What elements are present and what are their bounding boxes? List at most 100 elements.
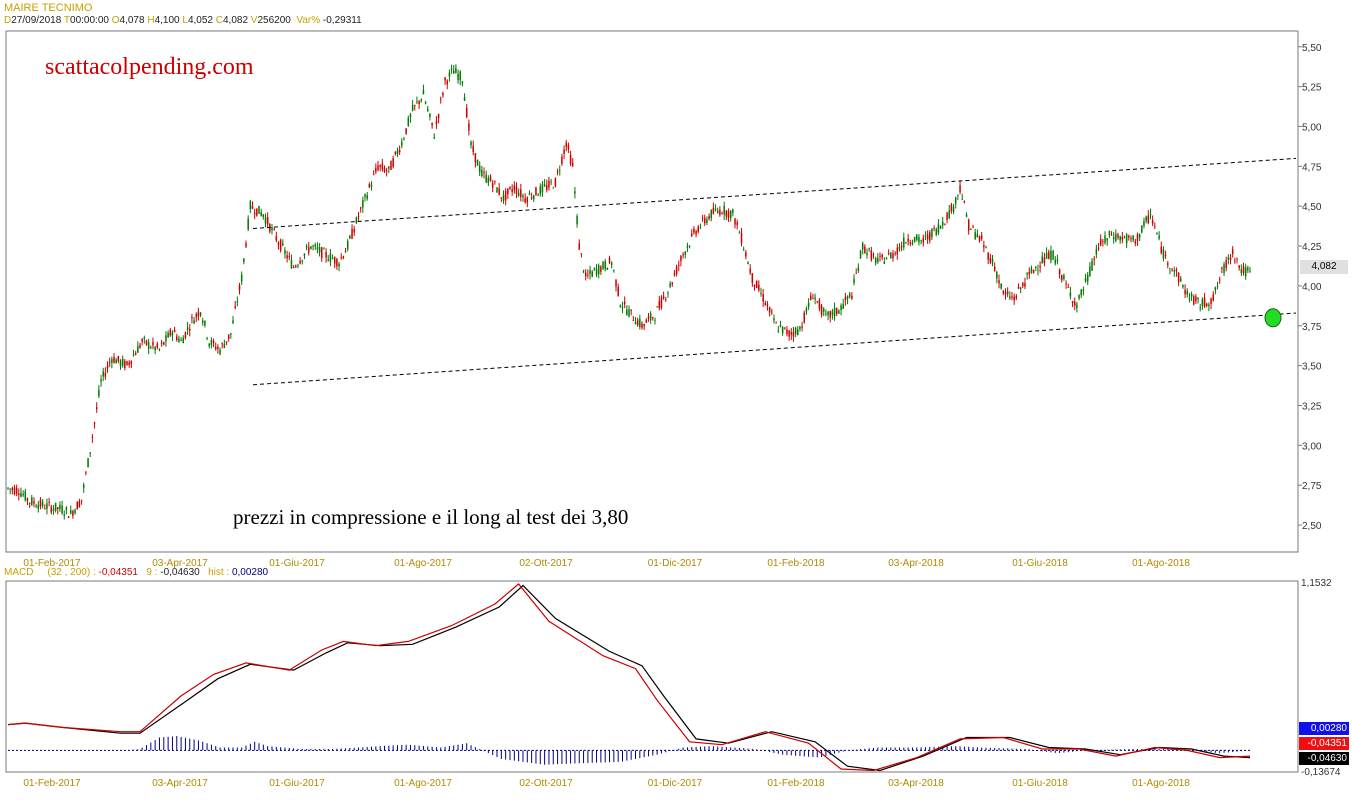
candle-body bbox=[141, 339, 143, 342]
candle-body bbox=[431, 122, 433, 126]
candle-body bbox=[124, 360, 126, 369]
candle-body bbox=[1009, 296, 1011, 299]
candle-body bbox=[286, 255, 288, 259]
price-ytick-label: 5,50 bbox=[1302, 43, 1322, 54]
candle-body bbox=[946, 212, 948, 220]
candle-body bbox=[980, 235, 983, 239]
ohlc-low: 4,052 bbox=[187, 15, 213, 26]
candle-body bbox=[1136, 234, 1139, 241]
candle-body bbox=[325, 251, 327, 258]
candle-body bbox=[240, 274, 243, 282]
candle-body bbox=[649, 313, 652, 320]
candle-body bbox=[996, 272, 998, 279]
candle-body bbox=[310, 246, 312, 249]
instrument-title: MAIRE TECNIMO bbox=[4, 2, 93, 14]
candle-body bbox=[450, 69, 453, 70]
candle-body bbox=[290, 259, 293, 269]
candle-body bbox=[1095, 249, 1098, 255]
candle-body bbox=[829, 311, 831, 318]
candle-body bbox=[167, 332, 169, 338]
candle-body bbox=[1048, 251, 1050, 259]
candle-body bbox=[574, 191, 576, 194]
candle-body bbox=[569, 155, 572, 164]
candle-body bbox=[1015, 296, 1018, 299]
macd-xtick-label: 01-Ago-2018 bbox=[1132, 778, 1190, 789]
candle-body bbox=[530, 197, 533, 199]
price-xtick-label: 03-Apr-2018 bbox=[888, 558, 944, 569]
macd-value-box: -0,04351 bbox=[1299, 737, 1349, 750]
candle-body bbox=[818, 300, 821, 309]
candle-body bbox=[771, 311, 773, 313]
candle-body bbox=[33, 501, 35, 504]
candle-body bbox=[948, 210, 950, 218]
candle-body bbox=[967, 219, 970, 231]
candle-body bbox=[929, 232, 931, 241]
candle-body bbox=[1130, 238, 1132, 239]
candle-body bbox=[723, 205, 725, 215]
candle-body bbox=[1188, 298, 1191, 300]
candle-body bbox=[39, 499, 42, 507]
candle-body bbox=[212, 340, 215, 343]
candle-body bbox=[89, 452, 91, 454]
candle-body bbox=[993, 266, 996, 271]
candle-body bbox=[201, 320, 204, 323]
channel-upper-line bbox=[252, 157, 1297, 230]
candle-body bbox=[916, 234, 918, 240]
candle-body bbox=[632, 320, 635, 322]
candle-body bbox=[498, 188, 500, 195]
candle-body bbox=[1019, 287, 1022, 290]
candle-body bbox=[1231, 249, 1234, 254]
candle-body bbox=[933, 227, 935, 229]
price-ytick-label: 5,25 bbox=[1302, 83, 1322, 94]
candle-body bbox=[864, 246, 866, 253]
candle-body bbox=[46, 503, 48, 509]
candle-body bbox=[1173, 270, 1176, 272]
candle-body bbox=[433, 137, 436, 139]
candle-body bbox=[416, 101, 418, 103]
candle-body bbox=[522, 195, 524, 198]
macd-hist-key: hist : bbox=[208, 567, 230, 578]
ohlc-date: 27/09/2018 bbox=[11, 15, 62, 26]
candle-body bbox=[481, 170, 483, 176]
candle-body bbox=[37, 504, 40, 509]
candle-body bbox=[797, 329, 799, 336]
candle-body bbox=[600, 266, 602, 272]
price-ytick-label: 3,25 bbox=[1302, 402, 1322, 413]
candle-body bbox=[439, 98, 442, 100]
macd-xtick-label: 03-Apr-2018 bbox=[888, 778, 944, 789]
candle-body bbox=[511, 189, 513, 192]
candle-body bbox=[487, 178, 490, 184]
candle-body bbox=[673, 273, 676, 276]
candle-body bbox=[833, 307, 836, 317]
candle-body bbox=[965, 214, 968, 217]
macd-ytick-max: 1,1532 bbox=[1301, 578, 1332, 589]
candle-body bbox=[1086, 274, 1089, 282]
candle-body bbox=[556, 171, 559, 173]
candle-body bbox=[1162, 249, 1165, 259]
macd-signal-key: 9 : bbox=[146, 567, 158, 578]
candlestick-series bbox=[7, 64, 1251, 520]
price-ytick-label: 2,50 bbox=[1302, 521, 1322, 532]
candle-body bbox=[1229, 257, 1232, 260]
macd-params: (32 , 200) : bbox=[47, 567, 96, 578]
candle-body bbox=[489, 176, 492, 182]
candle-body bbox=[1169, 268, 1171, 270]
candle-body bbox=[764, 303, 767, 306]
candle-body bbox=[320, 247, 323, 259]
price-y-axis: 5,50 5,25 5,00 4,75 4,50 4,25 4,00 3,75 3,50 3,25… bbox=[1298, 43, 1322, 532]
candle-body bbox=[119, 360, 122, 366]
candle-body bbox=[314, 244, 317, 247]
candle-body bbox=[738, 232, 741, 234]
candle-body bbox=[126, 361, 128, 365]
candle-body bbox=[230, 333, 232, 335]
candle-body bbox=[675, 266, 678, 275]
candle-body bbox=[338, 264, 340, 267]
candle-body bbox=[652, 317, 654, 319]
candle-body bbox=[301, 260, 304, 262]
candle-body bbox=[1121, 237, 1124, 240]
candle-body bbox=[1069, 292, 1072, 297]
candle-body bbox=[541, 184, 544, 193]
candle-body bbox=[641, 323, 643, 328]
candle-body bbox=[610, 262, 613, 265]
candle-body bbox=[613, 270, 615, 271]
